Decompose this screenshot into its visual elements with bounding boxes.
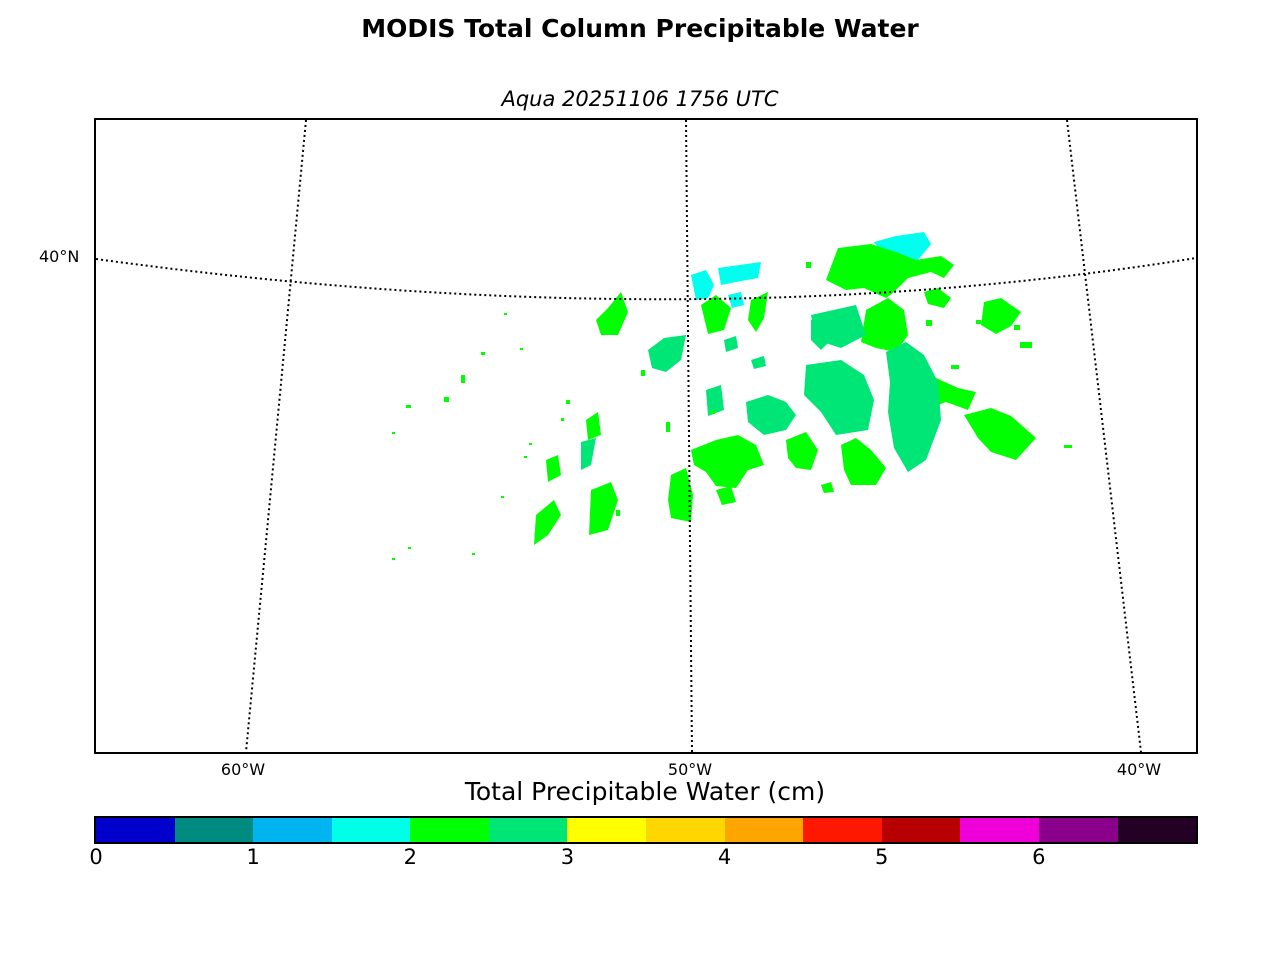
meridian-50w <box>685 120 693 752</box>
colorbar-segment <box>881 818 961 842</box>
colorbar-tick-label: 5 <box>875 845 889 869</box>
colorbar-tick-label: 2 <box>403 845 417 869</box>
colorbar-tick-label: 1 <box>246 845 260 869</box>
lon-label-40w: 40°W <box>1116 760 1162 779</box>
colorbar-segment <box>1117 818 1197 842</box>
lon-label-50w: 50°W <box>667 760 713 779</box>
colorbar-segment <box>1038 818 1118 842</box>
colorbar-tick-label: 4 <box>717 845 732 869</box>
colorbar-tick-label: 3 <box>560 845 575 869</box>
colorbar-segment <box>646 818 725 842</box>
lon-label-60w: 60°W <box>220 760 266 779</box>
map-panel <box>94 118 1198 754</box>
colorbar-segment <box>960 818 1039 842</box>
colorbar-segment <box>253 818 332 842</box>
meridian-40w <box>1066 120 1142 752</box>
colorbar-title: Total Precipitable Water (cm) <box>464 777 826 806</box>
colorbar <box>94 816 1198 844</box>
parallel-40n <box>96 257 1196 301</box>
tpw-data-layer <box>392 232 1072 560</box>
chart-title: MODIS Total Column Precipitable Water <box>361 14 919 43</box>
colorbar-segment <box>96 818 175 842</box>
graticule <box>96 120 1196 752</box>
chart-subtitle: Aqua 20251106 1756 UTC <box>501 87 779 111</box>
colorbar-segment <box>410 818 489 842</box>
colorbar-segment <box>724 818 804 842</box>
colorbar-tick-label: 0 <box>89 845 103 869</box>
meridian-60w <box>245 120 307 752</box>
tpw-scattered-pixels <box>392 262 1072 560</box>
tpw-green-patches <box>534 244 1036 545</box>
tpw-teal-green-patches <box>581 305 941 472</box>
lat-label-40n: 40°N <box>39 247 80 266</box>
colorbar-segment <box>488 818 568 842</box>
colorbar-segment <box>331 818 411 842</box>
colorbar-segment <box>567 818 647 842</box>
map-canvas <box>96 120 1196 752</box>
colorbar-segment <box>803 818 882 842</box>
colorbar-tick-label: 6 <box>1032 845 1046 869</box>
colorbar-segment <box>174 818 254 842</box>
